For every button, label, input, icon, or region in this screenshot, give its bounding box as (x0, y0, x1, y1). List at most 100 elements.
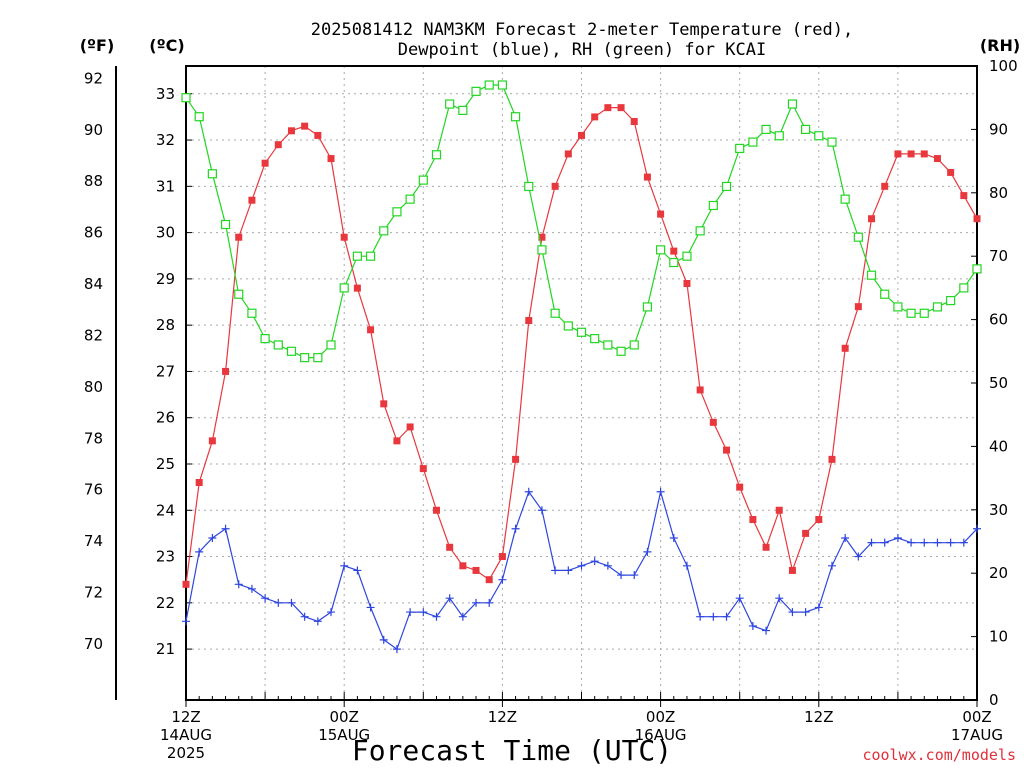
dewpoint-point (432, 612, 441, 621)
dewpoint-point (735, 594, 744, 603)
dewpoint-point (907, 538, 916, 547)
x-tick-label: 17AUG (951, 726, 1003, 744)
rh-point (761, 124, 771, 135)
fahrenheit-tick-label: 92 (84, 69, 103, 87)
celsius-tick-label: 22 (156, 594, 175, 612)
dewpoint-point (933, 538, 942, 547)
dewpoint-point (854, 552, 863, 561)
dewpoint-point (867, 538, 876, 547)
rh-unit-label: (RH) (980, 36, 1020, 55)
dewpoint-point (353, 566, 362, 575)
fahrenheit-tick-label: 88 (84, 172, 103, 190)
temperature-point (525, 317, 533, 325)
rh-point (431, 150, 442, 160)
temperature-point (353, 284, 361, 292)
rh-point (827, 137, 837, 147)
rh-point (207, 169, 217, 179)
rh-point (866, 270, 877, 280)
dewpoint-point (221, 524, 230, 533)
temperature-point (775, 506, 783, 514)
chart-title-line1: 2025081412 NAM3KM Forecast 2-meter Tempe… (311, 20, 853, 40)
temperature-point (432, 506, 440, 514)
x-tick-label: 12Z (804, 708, 833, 726)
dewpoint-point (617, 571, 626, 580)
chart-title-line2: Dewpoint (blue), RH (green) for KCAI (398, 40, 766, 60)
temperature-point (472, 566, 480, 574)
dewpoint-point (669, 534, 678, 543)
rh-tick-label: 60 (989, 311, 1008, 329)
celsius-tick-label: 33 (156, 85, 175, 103)
fahrenheit-tick-label: 74 (84, 532, 103, 550)
dewpoint-point (775, 594, 784, 603)
temperature-point (841, 344, 849, 352)
rh-point (669, 257, 679, 268)
dewpoint-point (261, 594, 270, 603)
x-tick-label: 12Z (488, 708, 517, 726)
fahrenheit-tick-label: 78 (84, 429, 103, 447)
dewpoint-point (814, 603, 823, 612)
rh-tick-label: 20 (989, 564, 1008, 582)
celsius-tick-label: 25 (156, 455, 175, 473)
temperature-point (815, 516, 823, 524)
rh-tick-label: 100 (989, 57, 1018, 75)
series-temperature (182, 104, 981, 588)
temperature-point (828, 455, 836, 463)
dewpoint-point (445, 594, 454, 603)
rh-point (853, 232, 863, 242)
fahrenheit-tick-label: 86 (84, 224, 103, 242)
dewpoint-point (406, 608, 415, 617)
rh-point (445, 99, 455, 109)
grid-lines (186, 66, 977, 700)
rh-point (234, 289, 244, 299)
temperature-point (802, 529, 810, 537)
rh-point (405, 194, 415, 204)
temperature-point (894, 150, 902, 158)
rh-point (365, 251, 376, 261)
rh-tick-label: 70 (989, 247, 1008, 265)
rh-point (339, 283, 349, 293)
temperature-point (551, 182, 559, 190)
rh-point (919, 308, 929, 318)
rh-point (550, 308, 560, 318)
fahrenheit-tick-label: 70 (84, 635, 103, 653)
dewpoint-point (788, 608, 797, 617)
dewpoint-point (458, 612, 467, 621)
fahrenheit-tick-label: 84 (84, 275, 103, 293)
dewpoint-point (590, 557, 599, 566)
temperature-point (380, 400, 388, 408)
dewpoint-point (827, 561, 836, 570)
temperature-point (578, 131, 585, 139)
temperature-point (709, 418, 717, 426)
temperature-point (670, 247, 678, 255)
rh-point (801, 124, 811, 135)
dewpoint-point (656, 487, 665, 496)
temperature-point (907, 150, 915, 158)
temperature-point (591, 113, 599, 121)
rh-point (484, 80, 494, 90)
dewpoint-point (603, 561, 612, 570)
temperature-point (393, 437, 401, 445)
rh-point (247, 308, 257, 318)
dewpoint-point (247, 584, 256, 593)
rh-point (603, 340, 613, 350)
temperature-point (617, 104, 625, 112)
dewpoint-point (696, 612, 705, 621)
dewpoint-point (524, 487, 533, 496)
celsius-tick-label: 32 (156, 131, 175, 149)
x-tick-label: 15AUG (318, 726, 370, 744)
celsius-tick-label: 31 (156, 177, 175, 195)
rh-point (300, 353, 310, 363)
rh-tick-label: 90 (989, 120, 1008, 138)
dewpoint-point (577, 561, 586, 570)
rh-point (260, 334, 270, 344)
temperature-point (604, 104, 612, 112)
rh-point (497, 80, 507, 90)
rh-point (220, 219, 231, 230)
fahrenheit-tick-label: 72 (84, 584, 103, 602)
x-tick-label: 00Z (646, 708, 675, 726)
temperature-point (564, 150, 572, 158)
temperature-point (762, 543, 770, 551)
rh-point (537, 245, 547, 255)
rh-tick-label: 10 (989, 628, 1008, 646)
